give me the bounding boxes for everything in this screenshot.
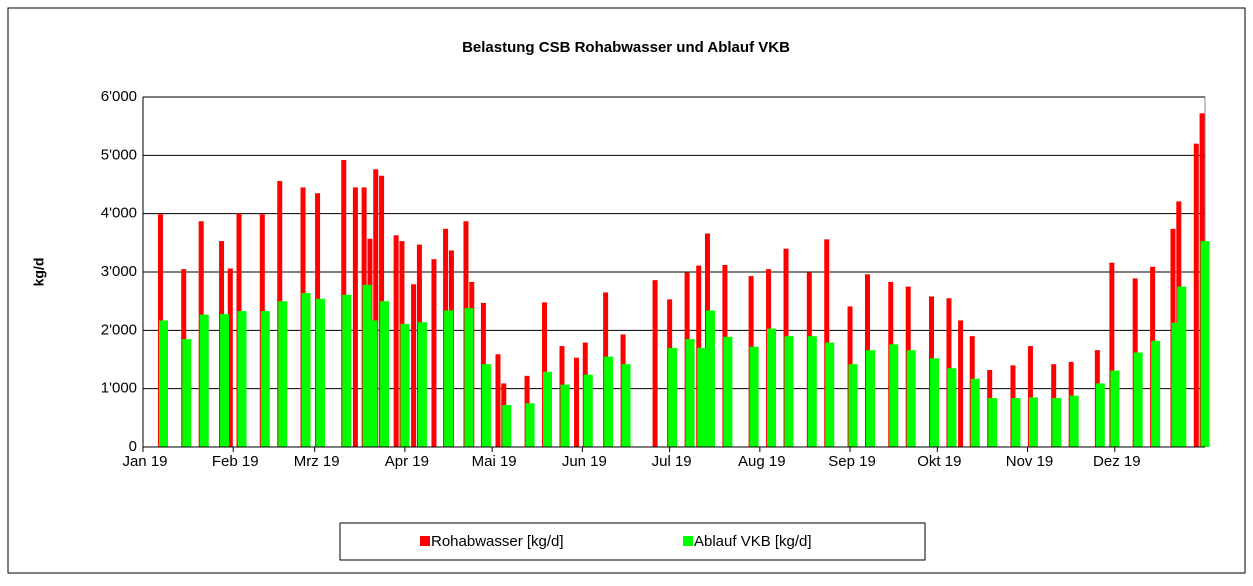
bar <box>237 311 247 447</box>
legend-swatch <box>683 536 693 546</box>
bar <box>697 347 707 447</box>
bar <box>227 268 233 447</box>
bar <box>1177 286 1187 447</box>
y-tick-label: 1'000 <box>101 380 137 397</box>
bar <box>220 314 230 447</box>
bar <box>560 384 570 447</box>
bar <box>352 187 358 447</box>
y-tick-label: 4'000 <box>101 205 137 222</box>
bar <box>464 308 474 447</box>
bar <box>723 336 733 447</box>
bar <box>1193 143 1199 447</box>
x-tick-label: Apr 19 <box>385 453 429 470</box>
bar <box>825 342 835 447</box>
bar <box>1171 322 1181 447</box>
x-tick-label: Jul 19 <box>652 453 692 470</box>
bar <box>301 293 311 447</box>
legend-label: Ablauf VKB [kg/d] <box>694 533 812 550</box>
bar <box>574 357 580 447</box>
y-tick-label: 2'000 <box>101 321 137 338</box>
x-tick-label: Jun 19 <box>562 453 607 470</box>
bar <box>767 328 777 447</box>
bar <box>260 311 270 447</box>
bar <box>495 354 501 447</box>
bar <box>316 298 326 447</box>
bar <box>444 310 454 447</box>
bar <box>1028 397 1038 447</box>
y-tick-label: 5'000 <box>101 146 137 163</box>
x-tick-label: Mai 19 <box>472 453 517 470</box>
x-tick-label: Feb 19 <box>212 453 259 470</box>
bar <box>988 398 998 447</box>
x-tick-label: Jan 19 <box>122 453 167 470</box>
bar <box>411 284 417 447</box>
bar <box>947 368 957 447</box>
x-tick-label: Sep 19 <box>828 453 876 470</box>
bar <box>583 374 593 447</box>
bar <box>1011 398 1021 447</box>
bar <box>417 322 427 447</box>
bar <box>1095 383 1105 447</box>
x-tick-label: Dez 19 <box>1093 453 1141 470</box>
bar <box>393 235 399 447</box>
bar <box>906 350 916 447</box>
bar <box>199 314 209 447</box>
legend-label: Rohabwasser [kg/d] <box>431 533 564 550</box>
bar <box>481 364 491 447</box>
y-axis-label: kg/d <box>31 258 47 287</box>
bar <box>502 405 512 447</box>
bar <box>621 364 631 447</box>
bar <box>958 320 964 447</box>
bar <box>1027 346 1033 447</box>
bar <box>1133 352 1143 447</box>
bar <box>362 284 372 447</box>
y-tick-label: 3'000 <box>101 263 137 280</box>
bar <box>749 346 759 447</box>
bar <box>1052 398 1062 447</box>
bar <box>784 336 794 447</box>
bar <box>1109 262 1115 447</box>
bar <box>705 310 715 447</box>
chart-title: Belastung CSB Rohabwasser und Ablauf VKB <box>462 39 790 56</box>
bar <box>543 371 553 447</box>
bar <box>652 280 658 447</box>
bar <box>373 169 379 448</box>
y-tick-label: 6'000 <box>101 88 137 105</box>
bar <box>668 347 678 447</box>
legend-swatch <box>420 536 430 546</box>
bar <box>1151 340 1161 447</box>
bar <box>182 339 192 447</box>
bar <box>342 294 352 447</box>
legend-box <box>339 522 926 561</box>
y-tick-label: 0 <box>129 438 137 455</box>
bar <box>1200 241 1210 447</box>
x-tick-label: Mrz 19 <box>294 453 340 470</box>
bar <box>431 259 437 447</box>
bar <box>400 323 410 447</box>
bar <box>970 378 980 447</box>
x-tick-label: Nov 19 <box>1006 453 1054 470</box>
bar <box>685 339 695 447</box>
bar <box>929 358 939 447</box>
bar <box>525 403 535 447</box>
bar <box>604 356 614 447</box>
bar <box>1110 370 1120 447</box>
bar <box>1069 395 1079 447</box>
x-tick-label: Okt 19 <box>917 453 961 470</box>
bar <box>848 364 858 447</box>
x-tick-label: Aug 19 <box>738 453 786 470</box>
bar <box>865 350 875 447</box>
bar <box>889 344 899 447</box>
bar <box>807 336 817 447</box>
bar <box>380 301 390 447</box>
bar <box>278 301 288 447</box>
bar <box>368 320 378 447</box>
bar <box>158 320 168 447</box>
